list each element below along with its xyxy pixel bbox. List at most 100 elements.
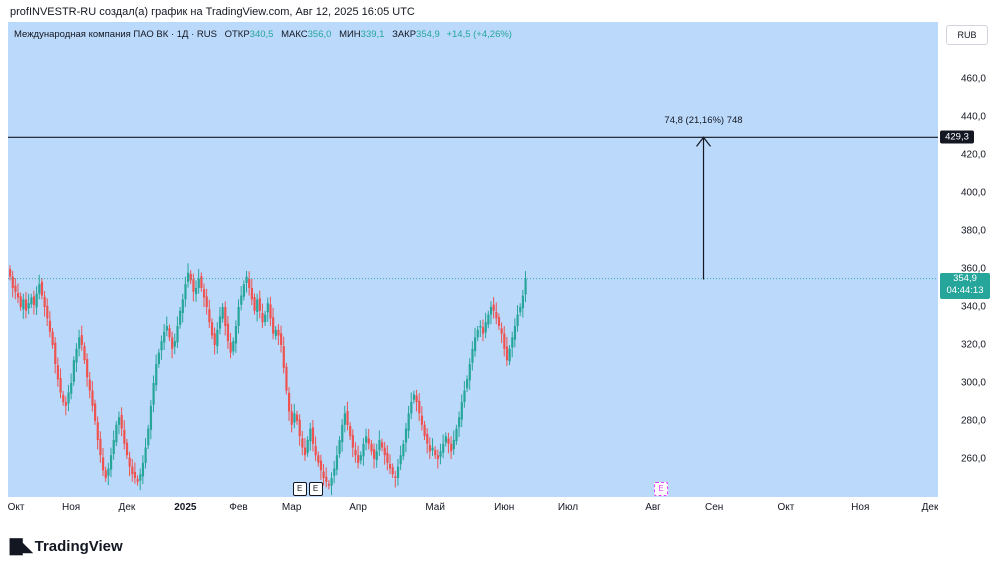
candle-body (343, 413, 346, 425)
time-axis[interactable]: Окт Ноя Дек 2025 Фев Мар Апр Май Июн Июл Авг Сен Окт… (8, 497, 938, 518)
candle-body (500, 328, 503, 334)
candle-body (94, 403, 97, 421)
candle-body (311, 427, 315, 444)
candle-body (402, 443, 405, 457)
candle-body (423, 424, 426, 437)
time-tick-label: Ноя (851, 502, 870, 513)
candle-body (346, 411, 349, 425)
time-tick-label: Май (425, 502, 445, 513)
candle-body (375, 451, 378, 461)
low-value: 339,1 (360, 29, 385, 40)
plot-area[interactable]: Международная компания ПАО ВК · 1Д · RUS… (8, 22, 938, 497)
candle-body (195, 288, 198, 295)
candle-body (27, 303, 30, 309)
tradingview-logo-icon: ▇◣ (10, 538, 33, 555)
low-label: МИН (339, 29, 361, 40)
candle-body (72, 360, 75, 382)
candle-body (333, 468, 336, 476)
candle-body (91, 390, 94, 406)
candle-body (383, 447, 386, 456)
measure-arrow-head (696, 136, 711, 147)
tradingview-logo[interactable]: ▇◣ TradingView (10, 536, 123, 556)
time-tick-label: Мар (281, 502, 302, 513)
price-axis[interactable]: 260,0 280,0 300,0 320,0 340,0 360,0 380,0 400,0… (938, 22, 992, 497)
candle-body (237, 307, 240, 326)
candle-body (282, 346, 285, 368)
candle-body (436, 455, 439, 459)
candle-body (524, 278, 527, 295)
candle-body (115, 424, 118, 443)
candlestick-chart[interactable] (8, 22, 938, 497)
candle-body (202, 289, 206, 298)
candle-body (152, 383, 155, 405)
candle-body (67, 392, 70, 404)
horizontal-level-tag: 429,3 (940, 130, 974, 144)
candle-body (378, 440, 381, 451)
candle-body (46, 305, 49, 319)
candle-body (171, 337, 174, 349)
candle-body (325, 476, 328, 482)
currency-button[interactable]: RUB (946, 25, 988, 45)
candle-body (481, 327, 485, 334)
candle-body (216, 329, 219, 347)
candle-body (184, 284, 187, 300)
price-tick-label: 280,0 (960, 415, 986, 427)
candle-body (258, 298, 261, 311)
candle-body (59, 378, 62, 393)
candle-body (381, 442, 384, 448)
candle-body (232, 341, 235, 352)
candle-body (117, 417, 121, 425)
candle-body (80, 335, 83, 345)
candle-body (261, 313, 264, 323)
time-tick-label: Июн (494, 502, 515, 513)
candle-body (224, 307, 227, 326)
candle-body (479, 326, 482, 328)
candle-body (327, 484, 331, 486)
candle-body (314, 446, 317, 456)
candle-body (495, 311, 498, 319)
candle-body (317, 455, 320, 463)
candle-body (269, 304, 272, 319)
candle-body (388, 463, 392, 469)
chart-frame[interactable]: Международная компания ПАО ВК · 1Д · RUS… (8, 22, 992, 518)
candle-body (14, 285, 17, 292)
candle-body (139, 474, 142, 481)
candle-body (141, 462, 145, 477)
candle-body (160, 341, 163, 351)
candle-body (109, 455, 113, 470)
candle-body (349, 425, 352, 437)
axis-corner (938, 497, 992, 518)
measure-label: 74,8 (21,16%) 748 (664, 115, 743, 127)
candle-body (112, 440, 115, 455)
time-tick-label: Июл (557, 502, 579, 513)
candle-body (22, 299, 25, 310)
candle-body (508, 348, 511, 362)
candle-body (56, 365, 60, 380)
candle-body (362, 443, 365, 457)
candle-body (394, 476, 397, 478)
candle-body (463, 390, 466, 402)
candle-body (471, 348, 474, 363)
candle-body (149, 405, 153, 430)
upcoming-earnings-event-marker[interactable]: E (654, 482, 668, 496)
earnings-event-marker[interactable]: E (292, 482, 307, 496)
candle-body (62, 394, 65, 402)
candle-body (176, 326, 179, 343)
earnings-event-marker[interactable]: E (308, 482, 323, 496)
candle-body (293, 413, 296, 423)
candle-body (173, 341, 176, 347)
candle-body (431, 447, 434, 451)
candle-body (88, 379, 91, 391)
candle-body (407, 413, 410, 431)
candle-body (357, 455, 360, 463)
candle-body (163, 331, 166, 343)
candle-body (466, 379, 469, 389)
candle-body (32, 296, 36, 306)
time-tick-label: Дек (118, 502, 136, 513)
candle-body (253, 297, 256, 311)
candle-body (99, 438, 102, 456)
open-label: ОТКР (224, 29, 250, 40)
candle-body (165, 326, 168, 331)
candle-body (229, 342, 232, 353)
candle-body (266, 303, 269, 313)
